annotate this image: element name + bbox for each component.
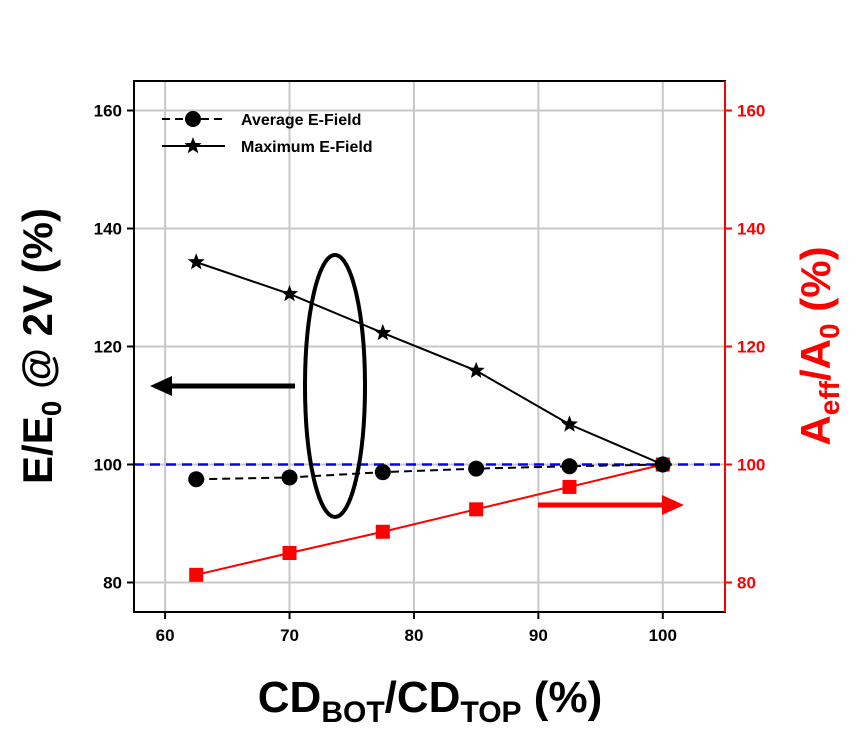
right-tick-label: 80: [737, 574, 756, 593]
maximum-efield-point: [560, 415, 578, 432]
average-efield-point: [468, 460, 485, 477]
x-tick-label: 70: [280, 626, 299, 645]
left-tick-label: 120: [94, 338, 122, 357]
area-ratio-point: [562, 479, 577, 494]
plot-area: [134, 253, 725, 582]
x-tick-label: 90: [529, 626, 548, 645]
x-tick-label: 100: [649, 626, 677, 645]
left-tick-label: 160: [94, 102, 122, 121]
legend-maximum-marker: [184, 137, 202, 154]
group-ellipse: [303, 253, 367, 519]
average-efield-point: [374, 464, 391, 481]
right-tick-label: 100: [737, 456, 765, 475]
left-axis-title: E/E0 @ 2V (%): [14, 208, 67, 484]
right-tick-label: 140: [737, 220, 765, 239]
legend-item-maximum: Maximum E-Field: [162, 137, 373, 156]
grid-lines: [134, 81, 725, 612]
right-axis-title: Aeff/A0 (%): [792, 246, 845, 445]
right-tick-label: 120: [737, 338, 765, 357]
left-axis-arrow: [150, 376, 295, 396]
series-maximum-line: [195, 261, 664, 466]
x-tick-label: 80: [404, 626, 423, 645]
legend-average-marker: [185, 111, 201, 127]
left-tick-label: 140: [94, 220, 122, 239]
area-ratio-point: [189, 567, 204, 582]
maximum-efield-point: [654, 455, 672, 472]
legend-maximum-label: Maximum E-Field: [241, 139, 373, 156]
legend: Average E-Field Maximum E-Field: [162, 111, 373, 156]
legend-item-average: Average E-Field: [162, 111, 361, 129]
series-average-line: [196, 463, 663, 481]
x-tick-label: 60: [156, 626, 175, 645]
area-ratio-point: [469, 502, 484, 517]
legend-average-label: Average E-Field: [241, 112, 361, 129]
average-efield-point: [188, 471, 205, 488]
maximum-efield-point: [281, 285, 299, 302]
axes: 60 70 80 90 100 80 100 120 140 160 80 100 120 140 160: [94, 102, 766, 646]
x-axis-title: CDBOT/CDTOP (%): [258, 673, 602, 729]
right-arrowhead: [662, 495, 684, 515]
left-tick-label: 80: [103, 574, 122, 593]
average-efield-point: [561, 458, 578, 475]
left-tick-label: 100: [94, 456, 122, 475]
left-arrowhead: [150, 376, 172, 396]
area-ratio-point: [375, 524, 390, 539]
maximum-efield-point: [187, 253, 205, 270]
maximum-efield-point: [374, 323, 392, 341]
average-efield-point: [281, 469, 298, 486]
series-area-ratio-line: [195, 463, 664, 576]
maximum-efield-point: [467, 361, 485, 378]
right-axis-arrow: [538, 495, 684, 515]
area-ratio-point: [282, 546, 297, 560]
right-tick-label: 160: [737, 102, 765, 121]
